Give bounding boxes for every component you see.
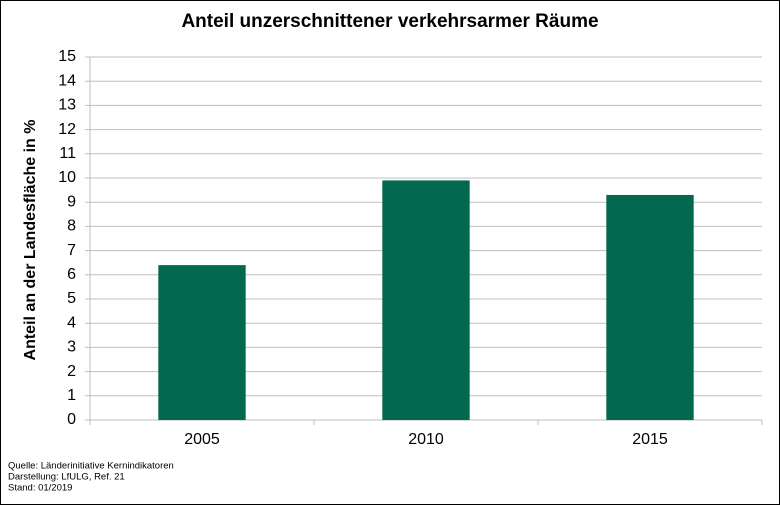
- y-tick-label: 2: [67, 363, 76, 380]
- y-tick-label: 10: [58, 169, 76, 186]
- source-note: Darstellung: LfULG, Ref. 21: [8, 472, 125, 483]
- bar: [606, 194, 694, 420]
- y-tick-label: 13: [58, 97, 76, 114]
- bar: [382, 180, 470, 420]
- source-note: Quelle: Länderinitiative Kernindikatoren: [8, 461, 174, 472]
- x-tick-label: 2015: [632, 431, 668, 448]
- y-tick-label: 5: [67, 290, 76, 307]
- y-tick-label: 7: [67, 242, 76, 259]
- y-tick-label: 8: [67, 218, 76, 235]
- y-tick-label: 14: [58, 72, 76, 89]
- y-tick-label: 11: [59, 145, 76, 162]
- y-tick-label: 3: [67, 339, 76, 356]
- y-tick-label: 15: [58, 48, 76, 65]
- y-tick-label: 12: [58, 121, 76, 138]
- chart-title: Anteil unzerschnittener verkehrsarmer Rä…: [181, 11, 598, 32]
- y-axis-label: Anteil an der Landesfläche in %: [22, 120, 39, 361]
- y-tick-label: 4: [67, 314, 76, 331]
- y-tick-label: 1: [67, 387, 76, 404]
- x-tick-label: 2010: [408, 431, 444, 448]
- bar: [158, 265, 246, 420]
- y-tick-label: 0: [67, 411, 76, 428]
- source-note: Stand: 01/2019: [8, 483, 72, 494]
- y-tick-label: 6: [67, 266, 76, 283]
- x-tick-label: 2005: [184, 431, 220, 448]
- y-tick-label: 9: [67, 193, 76, 210]
